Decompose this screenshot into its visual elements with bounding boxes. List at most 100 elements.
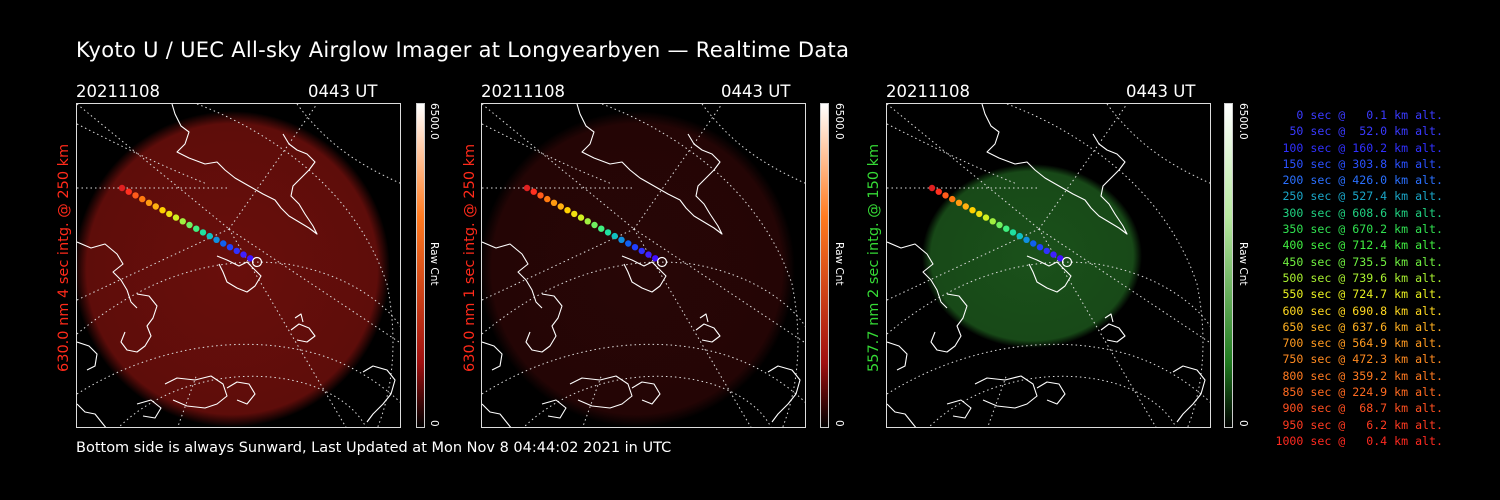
- airglow-disk: [922, 164, 1142, 348]
- trajectory-point: [206, 232, 213, 240]
- graticule-line: [582, 373, 603, 427]
- trajectory-point: [193, 225, 200, 232]
- coastline: [171, 104, 318, 235]
- coastline: [164, 375, 228, 409]
- trajectory-point: [557, 203, 564, 210]
- coastline: [767, 365, 801, 423]
- colorbar-max: 6500.0: [833, 103, 845, 140]
- trajectory-point: [544, 195, 551, 203]
- colorbar-label: Raw Cnt: [1237, 242, 1249, 286]
- legend-row: 250 sec @ 527.4 km alt.: [1282, 189, 1443, 204]
- legend-row: 0 sec @ 0.1 km alt.: [1296, 108, 1443, 122]
- trajectory-point: [125, 188, 132, 195]
- legend-row: 950 sec @ 6.2 km alt.: [1282, 417, 1443, 432]
- coastline: [77, 241, 138, 309]
- trajectory-point: [139, 195, 146, 203]
- coastline: [1104, 313, 1114, 323]
- trajectory-point: [132, 192, 139, 199]
- trajectory-point: [523, 184, 531, 192]
- trajectory-point: [571, 210, 578, 218]
- colorbar: [820, 103, 829, 428]
- trajectory-point: [1061, 256, 1073, 268]
- graticule-line: [1038, 228, 1157, 427]
- graticule-line: [228, 104, 318, 230]
- graticule-line: [482, 261, 805, 335]
- legend-row: 900 sec @ 68.7 km alt.: [1282, 401, 1443, 416]
- graticule-line: [177, 373, 198, 427]
- trajectory-point: [550, 199, 558, 206]
- panel-date: 20211108: [76, 82, 160, 101]
- colorbar-max: 6500.0: [428, 103, 440, 140]
- graticule-line: [523, 375, 772, 427]
- legend-row: 100 sec @ 160.2 km alt.: [1282, 140, 1443, 155]
- legend-row: 300 sec @ 608.6 km alt.: [1282, 205, 1443, 220]
- trajectory-point: [577, 214, 585, 221]
- trajectory-point: [1023, 236, 1030, 243]
- colorbar-min: 0: [428, 420, 440, 427]
- trajectory-point: [604, 229, 612, 236]
- all-sky-map: [76, 103, 401, 428]
- trajectory-point: [955, 199, 963, 206]
- coastline: [1100, 323, 1126, 343]
- airglow-disk: [77, 111, 390, 427]
- graticule-line: [77, 228, 230, 301]
- trajectory-point: [179, 218, 186, 225]
- graticule-line: [296, 104, 400, 184]
- legend-row: 800 sec @ 359.2 km alt.: [1282, 368, 1443, 383]
- legend-row: 400 sec @ 712.4 km alt.: [1282, 238, 1443, 253]
- trajectory-legend: 0 sec @ 0.1 km alt. 50 sec @ 52.0 km alt.…: [1250, 107, 1443, 449]
- coastline: [216, 255, 262, 293]
- trajectory-point: [213, 236, 220, 243]
- coastline: [569, 375, 633, 409]
- trajectory-point: [537, 192, 544, 199]
- trajectory-point: [631, 244, 639, 251]
- graticule-line: [887, 261, 1210, 335]
- panel-date: 20211108: [481, 82, 565, 101]
- trajectory-point: [1050, 251, 1057, 258]
- trajectory-point: [942, 192, 949, 199]
- trajectory-point: [152, 203, 159, 210]
- trajectory-point: [976, 210, 983, 218]
- coastline: [576, 104, 723, 235]
- trajectory-point: [969, 207, 976, 214]
- coastline: [1172, 365, 1206, 423]
- trajectory-point: [611, 232, 618, 240]
- trajectory-point: [186, 221, 193, 229]
- trajectory-point: [118, 184, 126, 192]
- graticule-line: [633, 228, 805, 344]
- trajectory-point: [172, 214, 180, 221]
- trajectory-point: [618, 236, 625, 243]
- graticule-line: [482, 123, 613, 185]
- trajectory-point: [1003, 225, 1010, 232]
- trajectory-point: [591, 221, 598, 229]
- footer-status: Bottom side is always Sunward, Last Upda…: [76, 440, 672, 456]
- trajectory-point: [928, 184, 936, 192]
- trajectory-point: [226, 244, 234, 251]
- graticule-line: [987, 373, 1008, 427]
- colorbar-max: 6500.0: [1237, 103, 1249, 140]
- page-title: Kyoto U / UEC All-sky Airglow Imager at …: [76, 38, 850, 62]
- trajectory-point: [996, 221, 1003, 229]
- legend-row: 750 sec @ 472.3 km alt.: [1282, 352, 1443, 367]
- legend-row: 1000 sec @ 0.4 km alt.: [1275, 433, 1443, 448]
- graticule-line: [701, 104, 805, 184]
- coastline: [362, 365, 396, 423]
- graticule-line: [482, 104, 635, 230]
- trajectory-point: [240, 251, 247, 258]
- trajectory-point: [159, 207, 166, 214]
- coastline: [120, 293, 158, 353]
- graticule-line: [1038, 104, 1128, 230]
- coastline: [699, 313, 709, 323]
- graticule-line: [196, 104, 394, 427]
- graticule-line: [228, 228, 347, 427]
- legend-row: 350 sec @ 670.2 km alt.: [1282, 222, 1443, 237]
- panel-time: 0443 UT: [1126, 82, 1196, 101]
- graticule-line: [228, 228, 400, 344]
- coastline: [621, 255, 667, 293]
- colorbar-min: 0: [833, 420, 845, 427]
- coastline: [482, 341, 503, 371]
- coastline: [1026, 255, 1072, 293]
- trajectory-point: [1036, 244, 1044, 251]
- coastline: [887, 241, 948, 309]
- graticule-line: [887, 104, 1040, 230]
